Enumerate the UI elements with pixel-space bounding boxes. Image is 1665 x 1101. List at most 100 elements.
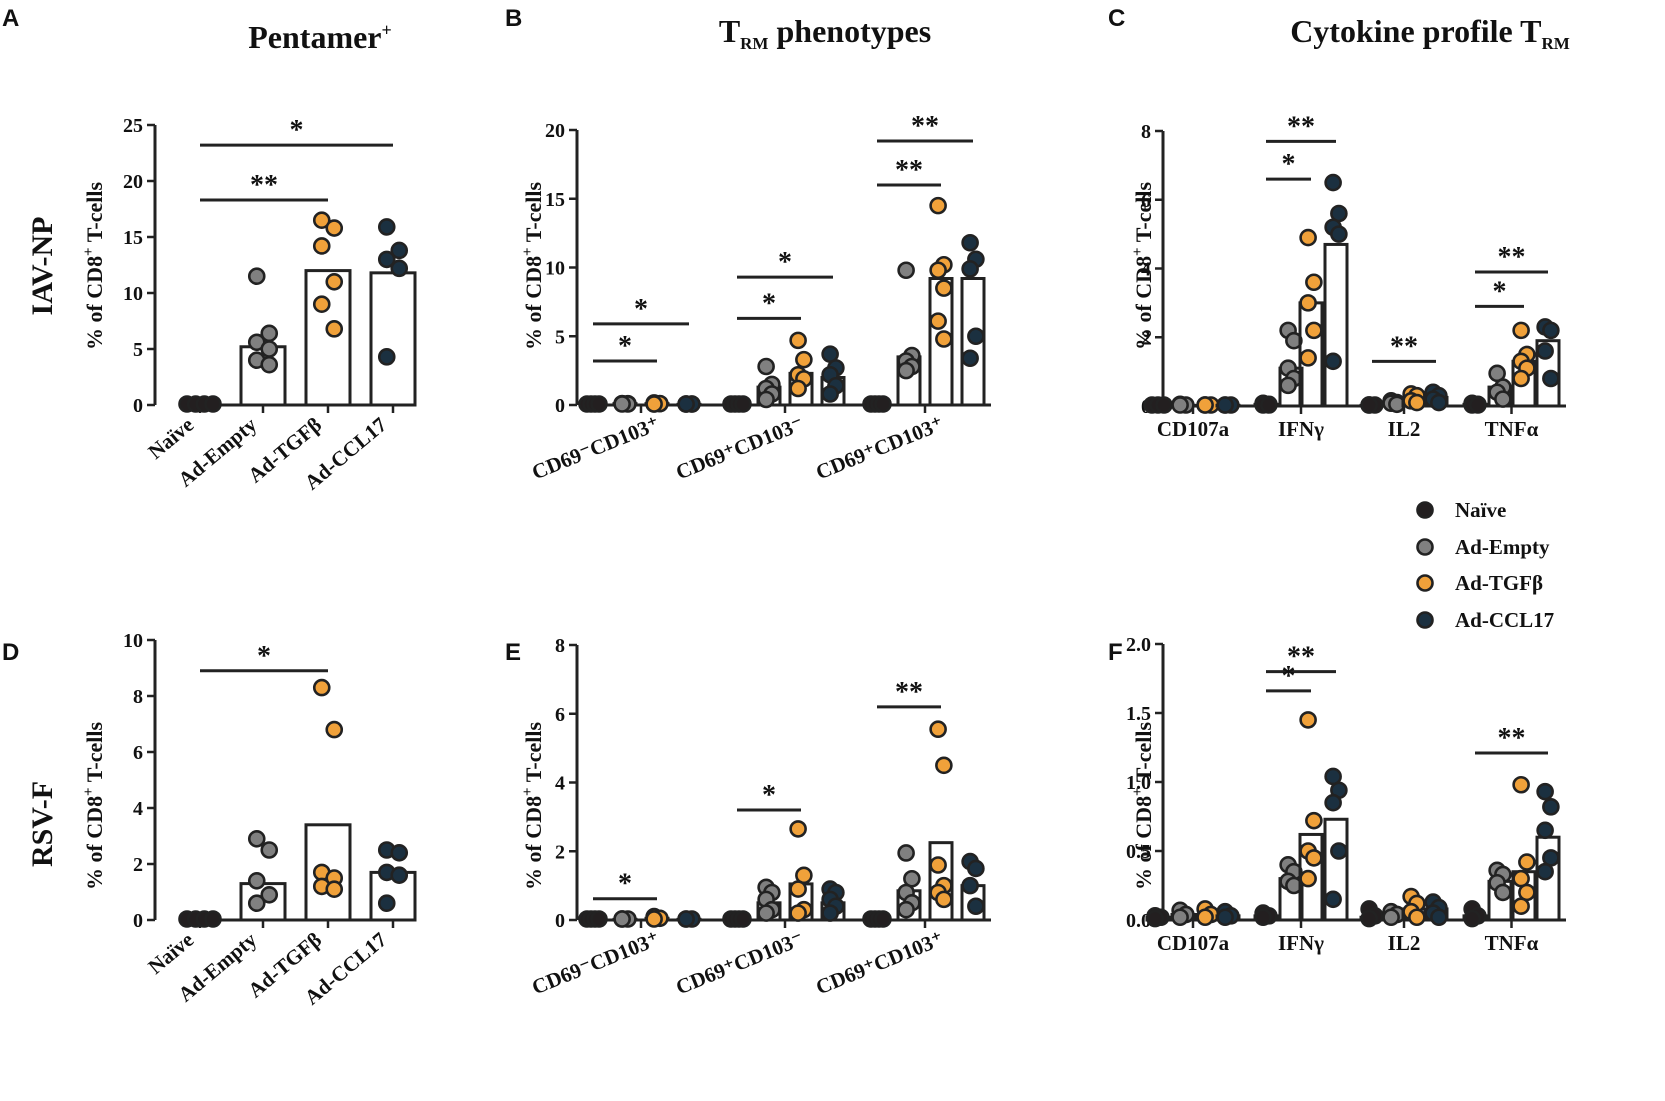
data-point (961, 349, 979, 368)
y-tick-label: 5 (133, 339, 143, 361)
data-point (795, 350, 813, 369)
data-point (1155, 396, 1173, 414)
data-point (789, 880, 807, 898)
data-point (1469, 396, 1487, 414)
y-tick-label: 8 (1141, 121, 1151, 143)
x-tick-label: Naïve (143, 412, 198, 463)
data-point (645, 395, 663, 413)
significance-label: ** (1498, 723, 1526, 754)
y-axis-label: % of CD8+ T-cells (520, 722, 546, 891)
y-tick-label: 10 (545, 258, 565, 280)
data-point (1196, 396, 1214, 414)
data-point (874, 395, 892, 413)
significance-label: * (1282, 661, 1296, 692)
column-title-pentamer: Pentamer+ (248, 19, 392, 55)
y-tick-label: 4 (555, 773, 565, 795)
data-point (935, 330, 953, 348)
data-point (734, 910, 752, 928)
x-tick-label: IL2 (1388, 931, 1421, 955)
data-point (929, 261, 947, 280)
data-point (260, 355, 279, 374)
data-point (1279, 376, 1297, 395)
panel-letter-f: F (1108, 639, 1123, 666)
data-point (325, 272, 344, 291)
significance-label: * (778, 247, 792, 278)
data-point (897, 261, 915, 280)
data-point (1299, 711, 1317, 729)
y-tick-label: 8 (133, 686, 143, 708)
y-tick-label: 1.5 (1126, 703, 1151, 725)
y-axis-label: % of CD8+ T-cells (1130, 182, 1156, 351)
data-point (1146, 909, 1164, 928)
y-tick-label: 6 (133, 742, 143, 764)
data-point (1330, 225, 1348, 243)
data-point (1305, 273, 1323, 292)
x-tick-label: CD69⁻CD103⁺ (528, 926, 662, 999)
data-point (1536, 342, 1554, 360)
data-point (757, 357, 775, 376)
data-point (1494, 883, 1512, 902)
data-point (961, 876, 979, 895)
y-tick-label: 2 (133, 854, 143, 876)
significance-label: ** (1498, 242, 1526, 273)
data-point (1536, 782, 1554, 801)
data-point (789, 379, 807, 398)
y-tick-label: 20 (123, 171, 143, 193)
y-tick-label: 2 (555, 841, 565, 863)
data-point (961, 260, 979, 278)
data-point (590, 910, 608, 928)
data-point (874, 910, 892, 928)
data-point (1196, 908, 1214, 927)
data-point (1254, 908, 1272, 927)
data-point (325, 720, 344, 739)
data-point (935, 890, 953, 909)
data-point (1260, 396, 1278, 414)
data-point (325, 320, 344, 338)
x-tick-label: CD107a (1157, 417, 1230, 441)
y-tick-label: 4 (133, 798, 143, 820)
data-point (590, 395, 608, 413)
panel-letter-e: E (505, 639, 521, 666)
y-tick-label: 2.0 (1126, 634, 1151, 656)
significance-label: * (634, 294, 648, 325)
data-point (1512, 897, 1530, 916)
x-tick-label: CD107a (1157, 931, 1230, 955)
data-point (260, 340, 279, 358)
data-point (1324, 793, 1342, 812)
data-point (929, 856, 947, 874)
x-tick-label: TNFα (1485, 417, 1539, 441)
data-point (1305, 811, 1323, 830)
y-tick-label: 0 (555, 395, 565, 417)
data-point (1299, 349, 1317, 367)
x-tick-label: TNFα (1485, 931, 1539, 955)
y-tick-label: 0.5 (1126, 841, 1151, 863)
row-label-iav-np: IAV-NP (26, 217, 59, 316)
data-point (1536, 862, 1554, 881)
data-point (1494, 390, 1512, 408)
data-point (1542, 369, 1560, 388)
x-tick-label: CD69⁺CD103⁺ (812, 926, 946, 999)
x-tick-label: IFNγ (1278, 931, 1324, 955)
data-point (1299, 869, 1317, 888)
data-point (312, 295, 331, 314)
data-point (1324, 890, 1342, 909)
bar (960, 277, 986, 407)
legend-label-ad-ccl17: Ad-CCL17 (1455, 608, 1554, 632)
legend-marker-naive (1416, 501, 1434, 519)
panel-a: 0510152025NaïveAd-EmptyAd-TGFβAd-CCL17**… (123, 115, 417, 495)
data-point (677, 910, 695, 928)
data-point (789, 904, 807, 922)
data-point (325, 880, 344, 899)
data-point (677, 395, 695, 413)
data-point (312, 678, 331, 697)
bar (928, 841, 954, 922)
bar (304, 269, 352, 407)
significance-label: * (290, 115, 304, 146)
significance-label: * (762, 288, 776, 319)
significance-label: ** (911, 111, 939, 142)
y-tick-label: 0 (555, 910, 565, 932)
data-point (325, 219, 344, 237)
x-tick-label: CD69⁺CD103⁺ (812, 411, 946, 484)
data-point (757, 390, 775, 409)
